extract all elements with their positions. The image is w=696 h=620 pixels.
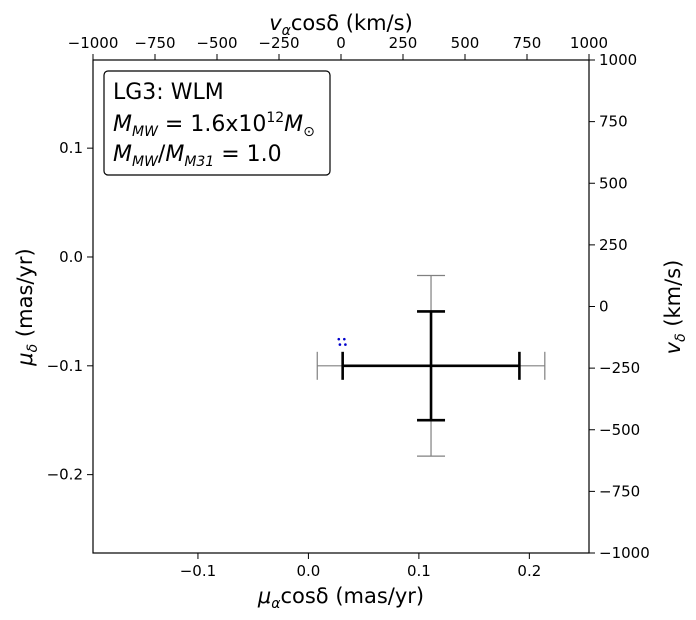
top-x-tick-label: 250 [389,34,418,52]
x-title-mu: μ [257,584,271,608]
annotation-m: M [113,112,132,137]
ratio-sub-m31: M31 [184,154,214,170]
x-tick-label: 0.0 [296,562,320,580]
right-y-tick-label: −1000 [599,544,650,562]
annotation-sub-mw: MW [132,124,159,140]
error-bars [316,274,546,457]
x-tick-label: 0.1 [407,562,431,580]
top-x-tick-label: −500 [196,34,237,52]
x-title-sub: α [271,596,281,612]
data-points [337,337,347,346]
right-y-tick-label: −500 [599,421,640,439]
right-title-v: v [661,341,685,354]
right-y-tick-label: −750 [599,482,640,500]
ratio-sub-mw: MW [132,154,159,170]
right-y-tick-label: −250 [599,359,640,377]
y-title-rest: (mas/yr) [13,248,37,343]
top-x-tick-label: 0 [336,34,346,52]
top-x-axis: −1000 −750 −500 −250 0 250 500 750 1000 [68,34,608,60]
y-tick-label: −0.2 [47,466,83,484]
right-title-rest: (km/s) [661,260,685,334]
right-y-axis: −1000 −750 −500 −250 0 250 500 750 1000 [589,51,650,562]
annotation-line-3: MMW/MM31 = 1.0 [113,142,282,170]
top-x-tick-label: −750 [134,34,175,52]
ratio-m: M [113,142,132,167]
right-y-axis-title: vδ (km/s) [661,260,689,355]
annotation-sun: ⊙ [303,124,315,140]
top-x-axis-title: vαcosδ (km/s) [269,11,413,39]
right-y-tick-label: 0 [599,298,609,316]
y-title-mu: μ [13,352,37,366]
scatter-point [344,343,347,346]
annotation-m2: M [284,112,303,137]
scatter-point [343,337,346,341]
y-axis-title: μδ (mas/yr) [13,248,41,366]
ratio-slash: / [158,142,166,167]
y-title-sub: δ [25,344,41,353]
left-y-axis: −0.2 −0.1 0.0 0.1 [47,139,93,484]
top-x-tick-label: 500 [451,34,480,52]
top-title-rest: cosδ (km/s) [291,11,413,35]
right-y-tick-label: 500 [599,174,628,192]
top-x-tick-label: 750 [513,34,542,52]
right-y-tick-label: 1000 [599,51,637,69]
scatter-point [337,337,341,341]
annotation-frame [103,70,331,176]
y-tick-label: −0.1 [47,357,83,375]
annotation-sup: 12 [266,110,284,126]
annotation-box: LG3: WLM MMW = 1.6x1012M⊙ MMW/MM31 = 1.0 [103,70,331,176]
scatter-point [338,343,342,346]
ratio-eq: = 1.0 [214,142,281,167]
right-y-tick-label: 750 [599,113,628,131]
right-title-sub: δ [673,333,689,342]
bottom-x-axis: −0.1 0.0 0.1 0.2 [180,553,541,580]
top-title-v: v [269,11,282,35]
x-tick-label: −0.1 [180,562,216,580]
x-axis-title: μαcosδ (mas/yr) [257,584,424,612]
top-x-tick-label: −1000 [68,34,119,52]
annotation-line-2: MMW = 1.6x1012M⊙ [113,110,315,140]
right-y-tick-label: 250 [599,236,628,254]
ratio-m31: M [165,142,184,167]
top-x-tick-label: 1000 [570,34,608,52]
y-tick-label: 0.1 [59,139,83,157]
x-tick-label: 0.2 [517,562,541,580]
top-title-sub: α [282,23,292,39]
x-title-rest: cosδ (mas/yr) [280,584,424,608]
annotation-line-1: LG3: WLM [113,80,224,105]
top-x-tick-label: −250 [258,34,299,52]
annotation-eq: = 1.6x10 [158,112,266,137]
y-tick-label: 0.0 [59,248,83,266]
